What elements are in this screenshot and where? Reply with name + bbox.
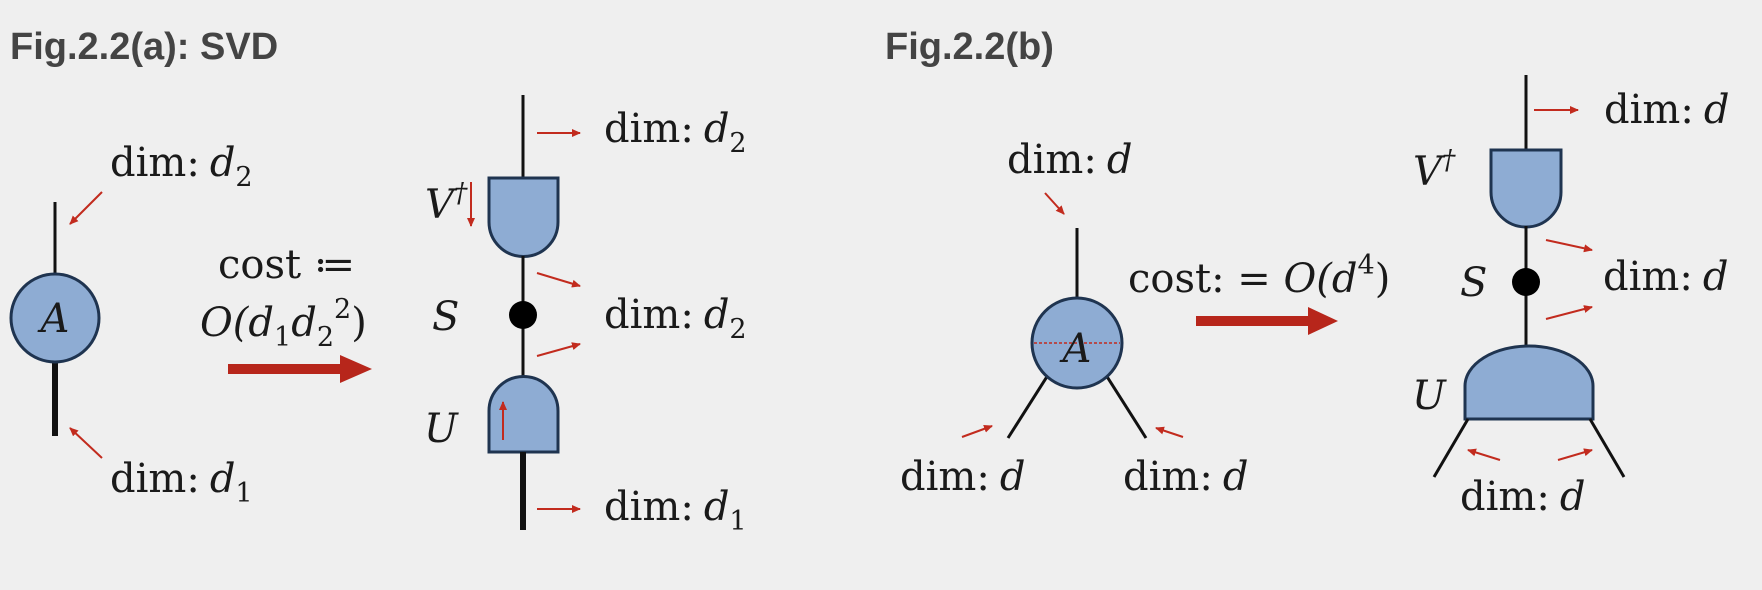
b-right-dim-labels: dim: d dim: d dim: d bbox=[1460, 87, 1729, 520]
svg-text:dim:d: dim: d bbox=[1604, 87, 1729, 133]
a-right-dim-labels: dim: d2 dim: d2 dim: d1 bbox=[536, 106, 747, 537]
figure-a-title: Fig.2.2(a): SVD bbox=[10, 26, 278, 68]
tensor-a-label: A bbox=[37, 296, 70, 342]
a-s-label: S bbox=[432, 294, 459, 340]
a-mid-dim-arrow-2 bbox=[536, 342, 581, 357]
tensor-b-right-leg bbox=[1104, 374, 1148, 439]
b-decomposition bbox=[1432, 75, 1626, 478]
b-s-label: S bbox=[1460, 260, 1487, 306]
a-dim-d2-label: dim: d2 bbox=[69, 140, 253, 225]
b-u-left-leg bbox=[1432, 418, 1470, 478]
b-mid-dim-arrow-1 bbox=[1545, 239, 1593, 253]
b-top-dim-arrow bbox=[1044, 192, 1065, 215]
b-vdagger-label: V† bbox=[1413, 145, 1456, 195]
a-u-label: U bbox=[424, 406, 459, 452]
a-transform-arrow bbox=[228, 355, 372, 383]
a-d2-pointer-arrow bbox=[69, 191, 103, 225]
b-cost-text: cost: = O(d4) bbox=[1128, 250, 1390, 302]
svg-text:dim:d: dim: d bbox=[1007, 137, 1132, 183]
a-u-tensor bbox=[487, 375, 560, 454]
b-vdagger-tensor bbox=[1489, 148, 1563, 229]
b-left-dim-labels: dim: d dim: d dim: d bbox=[900, 137, 1248, 500]
svg-text:dim:d: dim: d bbox=[1460, 474, 1585, 520]
a-dim-d1-label: dim: d1 bbox=[69, 427, 253, 509]
b-s-node bbox=[1512, 268, 1540, 296]
a-cost-text: cost ≔ O(d1d22) bbox=[200, 242, 367, 353]
tensor-a-node: A bbox=[9, 202, 101, 436]
svg-text:dim:d2: dim: d2 bbox=[110, 140, 253, 193]
b-mid-dim-arrow-2 bbox=[1545, 305, 1593, 320]
b-transform-arrow bbox=[1196, 307, 1338, 335]
tensor-b-left-leg bbox=[1006, 374, 1050, 439]
b-u-label: U bbox=[1412, 373, 1447, 419]
svg-text:dim:d: dim: d bbox=[900, 454, 1025, 500]
a-vdagger-label: V† bbox=[425, 178, 468, 228]
svg-text:cost ≔: cost ≔ bbox=[218, 242, 355, 288]
svg-text:dim:d1: dim: d1 bbox=[604, 484, 747, 537]
svg-text:dim:d: dim: d bbox=[1603, 254, 1728, 300]
b-u-left-dim-arrow bbox=[1467, 448, 1501, 461]
b-right-dim-arrow bbox=[1155, 426, 1184, 438]
svg-text:dim:d2: dim: d2 bbox=[604, 106, 747, 159]
b-left-dim-arrow bbox=[961, 424, 993, 438]
figure-b-title: Fig.2.2(b) bbox=[885, 26, 1054, 68]
tensor-a-circle bbox=[9, 272, 101, 364]
a-vdagger-tensor bbox=[487, 176, 560, 258]
svg-text:dim:d2: dim: d2 bbox=[604, 292, 747, 345]
b-u-tensor bbox=[1463, 344, 1595, 421]
a-s-node bbox=[509, 301, 537, 329]
b-u-right-dim-arrow bbox=[1557, 448, 1593, 461]
svg-text:O(d1d22): O(d1d22) bbox=[200, 294, 367, 353]
a-decomposition bbox=[467, 95, 560, 530]
tensor-b-node: A bbox=[1006, 228, 1148, 439]
tensor-b-label: A bbox=[1059, 326, 1092, 372]
a-d1-pointer-arrow bbox=[69, 427, 103, 459]
svg-text:dim:d: dim: d bbox=[1123, 454, 1248, 500]
b-u-right-leg bbox=[1588, 418, 1626, 478]
a-mid-dim-arrow-1 bbox=[536, 272, 581, 288]
svg-text:dim:d1: dim: d1 bbox=[110, 456, 253, 509]
